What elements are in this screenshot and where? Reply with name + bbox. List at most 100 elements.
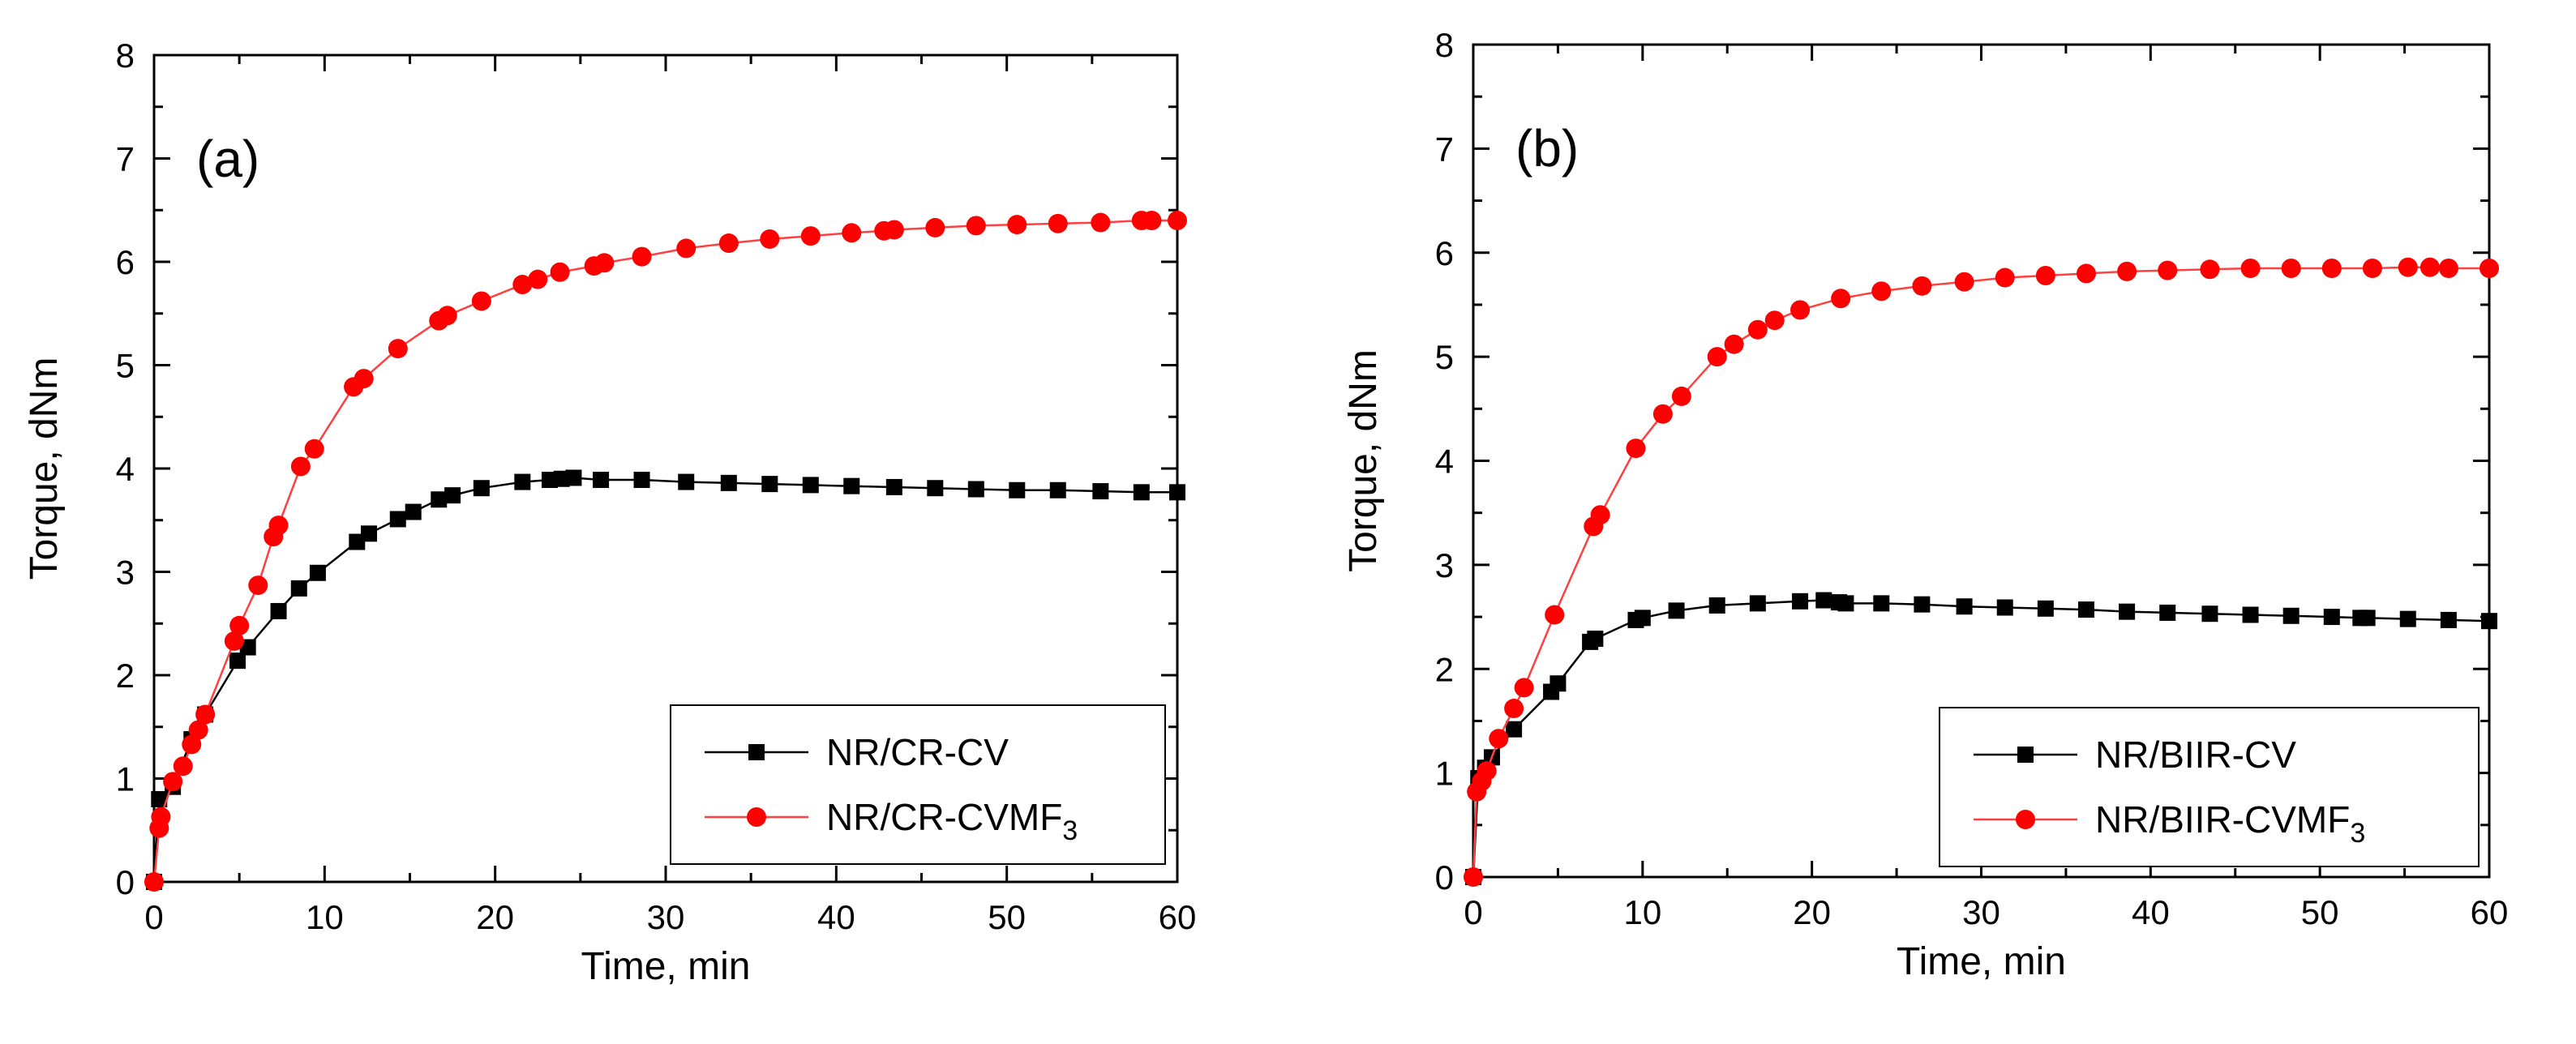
legend-marker-circle <box>747 807 766 827</box>
data-point <box>163 772 183 792</box>
data-point <box>1668 602 1685 619</box>
data-point <box>2159 604 2176 621</box>
data-point <box>2481 613 2497 630</box>
data-point <box>389 511 406 528</box>
data-point <box>1749 595 1766 612</box>
legend-entry-2: NR/BIIR-CVMF3 <box>1974 798 2365 849</box>
data-point <box>2399 610 2416 627</box>
data-point <box>290 456 311 477</box>
data-point <box>304 439 324 459</box>
y-tick-label: 1 <box>1435 755 1454 793</box>
legend-box <box>1939 707 2480 867</box>
data-point <box>2323 609 2340 626</box>
data-point <box>1954 272 1974 292</box>
data-point <box>1477 761 1497 781</box>
y-tick-label: 3 <box>1435 546 1454 584</box>
data-point <box>473 480 490 497</box>
data-point <box>2359 610 2376 627</box>
data-point <box>2158 260 2178 280</box>
data-point <box>2242 606 2259 623</box>
y-tick-label: 0 <box>1435 858 1454 896</box>
data-point <box>1048 213 1068 233</box>
chart-panel-b: (b) Time, min Torque, dNm 0 10 20 30 40 50 60 0… <box>1342 26 2508 983</box>
data-point <box>354 369 374 389</box>
data-point <box>1914 596 1931 613</box>
data-point <box>967 481 984 498</box>
data-point <box>151 791 168 807</box>
data-point <box>290 580 307 597</box>
data-point <box>471 291 491 311</box>
data-point <box>1871 281 1892 302</box>
data-point <box>437 306 457 326</box>
data-point <box>1504 699 1524 719</box>
data-point <box>388 339 408 359</box>
data-point <box>800 226 821 246</box>
y-tick-label: 6 <box>1435 234 1454 272</box>
data-point <box>1091 212 1111 233</box>
x-tick-label: 10 <box>306 898 344 936</box>
data-point <box>151 807 171 827</box>
chart-panel-a: (a) Time, min Torque, dNm 0 10 20 30 40 50 600… <box>23 36 1196 988</box>
data-point <box>760 229 780 249</box>
data-point <box>1142 211 1162 230</box>
x-tick-label: 20 <box>476 898 514 936</box>
data-point <box>1626 439 1646 459</box>
legend-entry-1: NR/BIIR-CV <box>1974 734 2296 776</box>
data-point <box>593 472 610 489</box>
x-tick-label: 50 <box>2301 893 2339 931</box>
data-point <box>1007 215 1027 235</box>
data-point <box>1009 481 1026 498</box>
data-point <box>1792 593 1809 610</box>
data-point <box>1995 267 2015 288</box>
data-point <box>2119 603 2136 620</box>
data-point <box>2077 601 2094 618</box>
data-point <box>188 720 208 740</box>
y-tick-label: 5 <box>116 347 135 385</box>
x-tick-label: 30 <box>647 898 685 936</box>
data-point <box>1169 484 1185 501</box>
data-point <box>594 253 615 273</box>
data-point <box>270 602 287 619</box>
data-point <box>2438 259 2458 279</box>
data-point <box>239 639 256 656</box>
data-point <box>802 477 819 494</box>
data-point <box>633 472 650 489</box>
data-point <box>1549 675 1567 692</box>
data-point <box>528 269 548 289</box>
data-point <box>1489 729 1509 749</box>
legend-marker-circle <box>2016 810 2035 829</box>
x-tick-label: 10 <box>1623 893 1661 931</box>
data-point <box>224 631 244 651</box>
data-point <box>1912 276 1932 296</box>
data-point <box>2037 600 2054 617</box>
data-point <box>676 238 697 259</box>
y-tick-label: 0 <box>116 863 135 901</box>
y-tick-label: 8 <box>116 36 135 75</box>
data-point <box>843 477 860 494</box>
data-point <box>1724 334 1744 354</box>
data-point <box>1707 347 1727 367</box>
x-axis-title: Time, min <box>581 945 751 988</box>
data-point <box>144 872 164 892</box>
data-point <box>885 478 902 495</box>
legend-label-subscript: 3 <box>1062 815 1078 846</box>
data-point <box>512 275 533 295</box>
x-axis-title: Time, min <box>1897 940 2066 983</box>
data-point <box>1873 595 1890 612</box>
data-point <box>1634 610 1651 627</box>
data-point <box>884 220 904 240</box>
data-point <box>1815 592 1832 609</box>
data-point <box>1049 481 1066 498</box>
data-point <box>1831 289 1851 309</box>
x-tick-label: 30 <box>1962 893 2000 931</box>
data-point <box>444 487 461 504</box>
series-layer <box>144 211 1187 892</box>
data-point <box>1747 319 1768 340</box>
x-tick-label: 40 <box>817 898 855 936</box>
data-point <box>1506 721 1523 738</box>
data-point <box>925 217 945 237</box>
panel-label: (a) <box>196 130 259 188</box>
legend-label-subscript: 3 <box>2350 818 2365 849</box>
y-tick-label: 2 <box>1435 650 1454 688</box>
y-tick-label: 5 <box>1435 338 1454 376</box>
